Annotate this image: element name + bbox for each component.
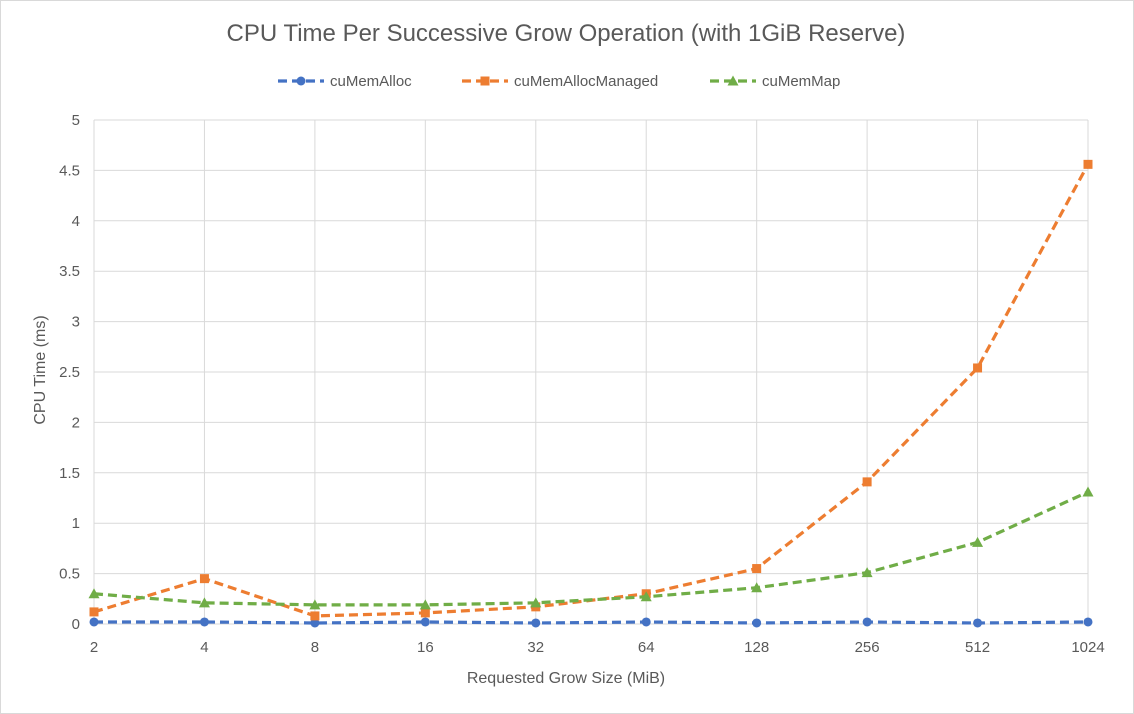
data-point [530, 597, 542, 608]
legend-marker [727, 75, 739, 86]
series-layer [88, 159, 1094, 628]
data-point [1082, 486, 1094, 497]
y-tick-label: 5 [72, 112, 80, 129]
y-tick-label: 1 [72, 515, 80, 532]
chart-title: CPU Time Per Successive Grow Operation (… [227, 20, 906, 47]
x-tick-label: 512 [965, 639, 990, 656]
data-point [752, 618, 762, 628]
data-point [89, 617, 99, 627]
y-tick-label: 2.5 [59, 364, 80, 381]
y-tick-label: 0 [72, 616, 80, 633]
x-tick-label: 128 [744, 639, 769, 656]
data-point [199, 617, 209, 627]
data-point [752, 564, 762, 574]
y-tick-label: 3 [72, 314, 80, 331]
x-tick-label: 32 [527, 639, 544, 656]
y-axis-label: CPU Time (ms) [32, 315, 49, 424]
data-point [419, 599, 431, 610]
x-tick-label: 16 [417, 639, 434, 656]
data-point [973, 363, 983, 373]
series-line [93, 163, 1090, 618]
y-tick-label: 3.5 [59, 263, 80, 280]
data-point [88, 588, 100, 599]
legend-label: cuMemAlloc [330, 73, 412, 90]
y-tick-labels: 0 0.5 1 1.5 2 2.5 3 3.5 4 4.5 5 [59, 112, 80, 633]
data-point [861, 567, 873, 578]
legend-item: cuMemAlloc [278, 73, 412, 90]
data-point [972, 536, 984, 547]
data-point [420, 617, 430, 627]
series-line [93, 490, 1089, 607]
data-point [1083, 159, 1093, 169]
data-point [1083, 617, 1093, 627]
data-point [420, 608, 430, 618]
x-tick-label: 64 [638, 639, 655, 656]
x-tick-label: 1024 [1071, 639, 1104, 656]
legend: cuMemAlloc cuMemAllocManaged cuMemMap [278, 73, 840, 90]
series-cuMemAllocManaged [89, 159, 1093, 621]
legend-marker [480, 76, 490, 86]
data-point [310, 618, 320, 628]
series-cuMemMap [88, 486, 1094, 610]
y-tick-label: 2 [72, 414, 80, 431]
y-tick-label: 4.5 [59, 162, 80, 179]
data-point [199, 574, 209, 584]
legend-marker [296, 76, 306, 86]
data-point [309, 599, 321, 610]
y-tick-label: 1.5 [59, 465, 80, 482]
legend-item: cuMemMap [710, 73, 840, 90]
legend-label: cuMemMap [762, 73, 840, 90]
x-tick-label: 8 [311, 639, 319, 656]
series-cuMemAlloc [89, 617, 1093, 628]
x-axis-label: Requested Grow Size (MiB) [467, 670, 665, 687]
x-tick-label: 4 [200, 639, 208, 656]
data-point [198, 597, 210, 608]
data-point [531, 618, 541, 628]
data-point [641, 617, 651, 627]
data-point [89, 607, 99, 617]
x-tick-label: 256 [855, 639, 880, 656]
y-tick-label: 0.5 [59, 566, 80, 583]
series-line [94, 620, 1089, 625]
data-point [862, 477, 872, 487]
x-tick-labels: 2 4 8 16 32 64 128 256 512 1024 [90, 639, 1105, 656]
x-tick-label: 2 [90, 639, 98, 656]
data-point [973, 618, 983, 628]
legend-item: cuMemAllocManaged [462, 73, 658, 90]
y-tick-label: 4 [72, 213, 80, 230]
data-point [640, 591, 652, 602]
legend-label: cuMemAllocManaged [514, 73, 658, 90]
data-point [751, 582, 763, 593]
data-point [310, 611, 320, 621]
data-point [862, 617, 872, 627]
gridlines [93, 119, 1089, 625]
